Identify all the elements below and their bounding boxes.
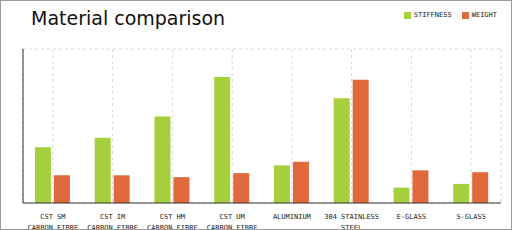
svg-text:304 STAINLESS: 304 STAINLESS xyxy=(324,213,379,221)
svg-text:S-GLASS: S-GLASS xyxy=(456,213,486,221)
svg-text:ALUMINIUM: ALUMINIUM xyxy=(273,213,311,221)
svg-text:CST HM: CST HM xyxy=(160,213,185,221)
html-text:Material comparison: Material comparison xyxy=(31,7,226,29)
svg-text:CARBON FIBRE: CARBON FIBRE xyxy=(147,224,198,229)
html-text:WEIGHT: WEIGHT xyxy=(471,11,497,19)
html-text:STIFFNESS: STIFFNESS xyxy=(413,11,452,19)
svg-text:CARBON FIBRE: CARBON FIBRE xyxy=(87,224,138,229)
svg-text:CST UM: CST UM xyxy=(219,213,244,221)
svg-text:CARBON FIBRE: CARBON FIBRE xyxy=(207,224,258,229)
svg-text:CST SM: CST SM xyxy=(40,213,65,221)
svg-text:CARBON FIBRE: CARBON FIBRE xyxy=(28,224,79,229)
svg-text:STEEL: STEEL xyxy=(341,224,362,229)
svg-text:CST IM: CST IM xyxy=(100,213,125,221)
svg-text:E-GLASS: E-GLASS xyxy=(397,213,427,221)
